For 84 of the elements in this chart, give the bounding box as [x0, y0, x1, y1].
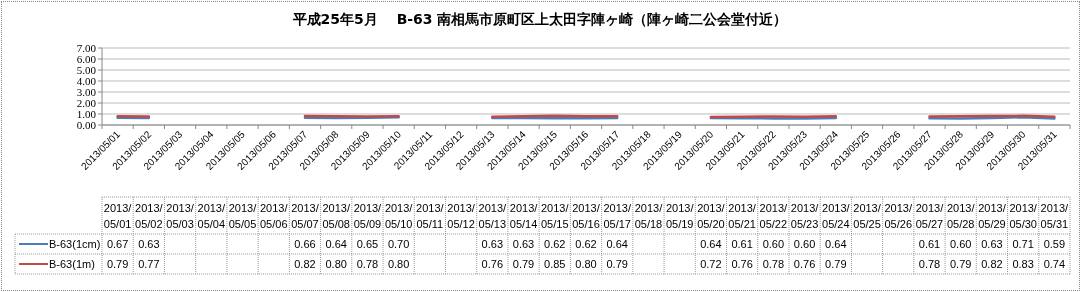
category-label: 2013/05/11 [416, 202, 444, 230]
data-label: 0.64 [825, 238, 847, 250]
data-label: 0.72 [700, 258, 722, 270]
y-tick-label: 4.00 [76, 75, 97, 87]
y-tick-label: 5.00 [76, 64, 97, 76]
category-label: 2013/05/04 [197, 202, 226, 230]
category-label: 2013/05/24 [822, 202, 850, 230]
data-label: 0.59 [1043, 238, 1066, 250]
data-label: 0.61 [731, 238, 753, 250]
category-label: 2013/05/01 [103, 202, 132, 230]
data-label: 0.64 [325, 238, 347, 250]
category-label: 2013/05/19 [665, 202, 694, 230]
category-label: 2013/05/15 [541, 202, 569, 230]
category-label: 2013/05/20 [697, 202, 725, 230]
data-label: 0.76 [481, 258, 504, 270]
data-label: 0.63 [481, 238, 504, 250]
data-label: 0.77 [138, 258, 160, 270]
data-label: 0.79 [606, 258, 628, 270]
y-tick-label: 0.00 [76, 119, 97, 131]
data-label: 0.82 [981, 258, 1003, 270]
data-label: 0.62 [544, 238, 566, 250]
category-label: 2013/05/25 [853, 202, 881, 230]
data-label: 0.70 [387, 238, 410, 250]
category-label: 2013/05/26 [884, 202, 913, 230]
category-label: 2013/05/06 [259, 202, 288, 230]
category-label: 2013/05/16 [572, 202, 600, 230]
data-label: 0.65 [356, 238, 379, 250]
data-label: 0.79 [512, 258, 535, 270]
data-label: 0.82 [294, 258, 316, 270]
data-label: 0.83 [1012, 258, 1034, 270]
category-label: 2013/05/02 [135, 202, 163, 230]
data-label: 0.80 [325, 258, 347, 270]
data-label: 0.61 [918, 238, 941, 250]
category-label: 2013/05/09 [353, 202, 382, 230]
data-label: 0.63 [981, 238, 1003, 250]
data-label: 0.79 [825, 258, 847, 270]
data-label: 0.76 [793, 258, 816, 270]
data-label: 0.67 [106, 238, 129, 250]
category-label: 2013/05/13 [478, 202, 507, 230]
data-label: 0.78 [356, 258, 379, 270]
y-tick-label: 3.00 [76, 86, 97, 98]
category-label: 2013/05/30 [1009, 202, 1037, 230]
data-label: 0.66 [294, 238, 316, 250]
data-label: 0.60 [793, 238, 816, 250]
data-label: 0.62 [575, 238, 597, 250]
category-label: 2013/05/12 [447, 202, 475, 230]
data-label: 0.76 [731, 258, 753, 270]
category-label: 2013/05/05 [228, 202, 257, 230]
data-label: 0.63 [138, 238, 160, 250]
category-label: 2013/05/08 [322, 202, 350, 230]
category-label: 2013/05/28 [946, 202, 975, 230]
category-label: 2013/05/18 [634, 202, 663, 230]
category-label: 2013/05/23 [790, 202, 819, 230]
legend-label: B-63(1m) [49, 258, 95, 270]
data-label: 0.64 [606, 238, 628, 250]
category-label: 2013/05/10 [384, 202, 413, 230]
y-tick-label: 2.00 [76, 97, 97, 109]
y-tick-label: 7.00 [76, 42, 97, 54]
category-label: 2013/05/17 [603, 202, 631, 230]
data-label: 0.85 [544, 258, 566, 270]
data-label: 0.78 [762, 258, 785, 270]
category-label: 2013/05/14 [509, 202, 538, 230]
data-label: 0.60 [762, 238, 785, 250]
category-label: 2013/05/21 [728, 202, 756, 230]
data-label: 0.64 [700, 238, 722, 250]
chart-title: 平成25年5月 B-63 南相馬市原町区上太田字陣ヶ崎（陣ヶ崎二公会堂付近） [291, 11, 788, 27]
category-label: 2013/05/27 [915, 202, 944, 230]
data-label: 0.80 [575, 258, 597, 270]
legend-label: B-63(1cm) [49, 238, 101, 250]
data-label: 0.79 [106, 258, 129, 270]
category-label: 2013/05/31 [1040, 202, 1069, 230]
data-label: 0.63 [512, 238, 535, 250]
category-label: 2013/05/29 [978, 202, 1006, 230]
y-tick-label: 6.00 [76, 53, 97, 65]
data-label: 0.80 [387, 258, 410, 270]
data-label: 0.79 [950, 258, 972, 270]
data-label: 0.71 [1012, 238, 1034, 250]
category-label: 2013/05/22 [759, 202, 788, 230]
y-tick-label: 1.00 [76, 108, 97, 120]
category-label: 2013/05/07 [291, 202, 319, 230]
data-label: 0.78 [918, 258, 941, 270]
category-label: 2013/05/03 [166, 202, 194, 230]
data-label: 0.74 [1043, 258, 1066, 270]
data-label: 0.60 [950, 238, 972, 250]
